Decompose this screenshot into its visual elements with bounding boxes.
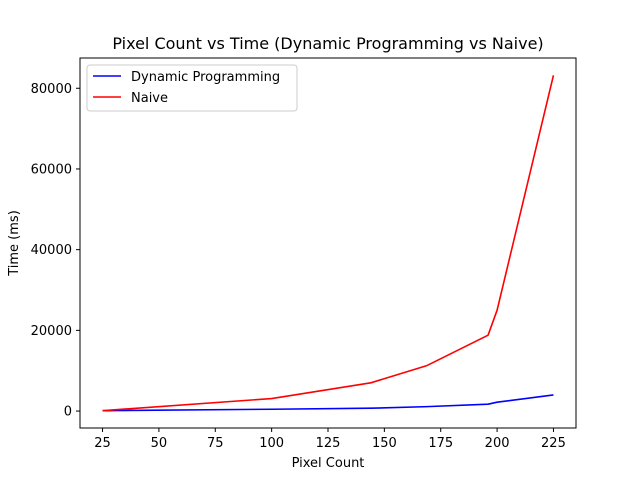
x-tick-label: 125 [316,436,341,451]
plot-frame [79,57,577,429]
legend-box [86,64,298,112]
y-tick-label: 80000 [31,82,72,97]
legend-label-naive: Naive [131,91,168,106]
series-lines [102,75,555,412]
y-tick-label: 60000 [31,162,72,177]
series-line-dynamic-programming [102,394,554,412]
x-tick-label: 200 [485,436,510,451]
x-tick-label: 50 [151,436,168,451]
y-tick-label: 20000 [31,324,72,339]
x-axis-label: Pixel Count [292,456,365,471]
x-tick-label: 225 [541,436,566,451]
x-tick-label: 175 [428,436,453,451]
chart-title: Pixel Count vs Time (Dynamic Programming… [112,34,543,53]
legend: Dynamic Programming Naive [86,64,298,112]
legend-label-dynamic-programming: Dynamic Programming [131,70,280,85]
x-tick-label: 25 [94,436,111,451]
x-tick-label: 75 [207,436,224,451]
y-axis-label: Time (ms) [7,210,22,277]
x-axis: 25 50 75 100 125 150 175 200 225 [94,428,566,451]
x-tick-label: 150 [372,436,397,451]
y-tick-label: 40000 [31,243,72,258]
y-tick-label: 0 [64,405,72,420]
series-line-naive [102,75,555,412]
y-axis: 0 20000 40000 60000 80000 [31,82,80,420]
x-tick-label: 100 [259,436,284,451]
